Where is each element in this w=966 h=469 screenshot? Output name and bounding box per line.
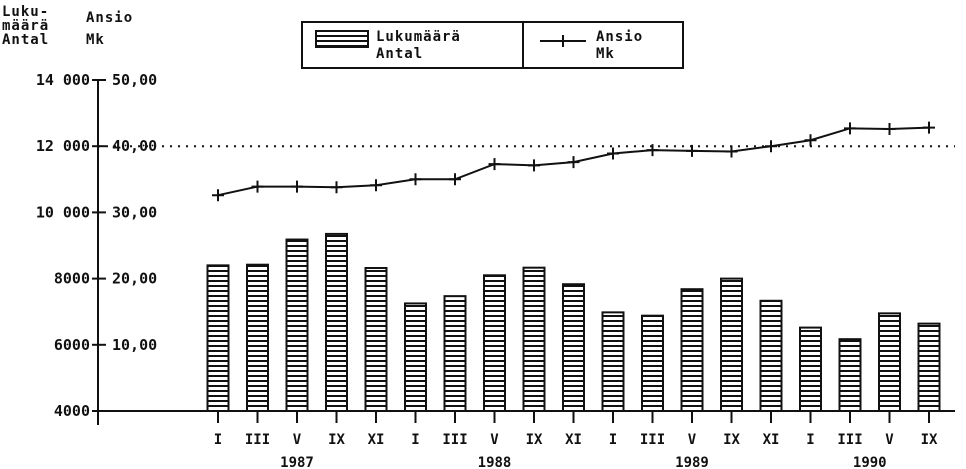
- year-label-2: 1989: [675, 455, 709, 469]
- left-tick-label-1: 6000: [54, 336, 90, 354]
- bar-4: [364, 267, 388, 412]
- x-tick-label-15: I: [806, 432, 814, 448]
- legend-bars-label-line1: Lukumäärä: [376, 29, 461, 45]
- bar-17: [878, 312, 901, 413]
- ansio-point-10: [607, 147, 619, 160]
- bar-9: [562, 283, 585, 412]
- ansio-point-13: [725, 145, 738, 158]
- x-tick-label-4: XI: [368, 432, 385, 448]
- ansio-point-0: [212, 189, 224, 202]
- bar-7: [483, 274, 506, 413]
- bar-2: [285, 238, 309, 412]
- x-tick-label-13: IX: [723, 432, 740, 448]
- ansio-point-12: [686, 144, 698, 157]
- year-label-0: 1987: [280, 455, 314, 469]
- left-axis-title-line3: Antal: [2, 32, 49, 48]
- ansio-point-3: [330, 181, 343, 194]
- bar-18: [917, 322, 941, 412]
- ansio-point-17: [883, 122, 896, 135]
- legend-bar-swatch: [315, 30, 369, 48]
- legend: Lukumäärä Antal Ansio Mk: [301, 21, 684, 69]
- ansio-point-18: [923, 121, 935, 134]
- x-tick-label-0: I: [214, 432, 222, 448]
- right-tick-label-2: 30,00: [112, 203, 157, 221]
- legend-line-swatch: [540, 35, 586, 47]
- ansio-point-2: [291, 180, 303, 193]
- bar-13: [720, 277, 743, 412]
- bar-8: [522, 266, 546, 412]
- bar-11: [641, 314, 664, 412]
- bar-1: [246, 263, 269, 412]
- left-axis-title-line2: määrä: [2, 18, 49, 34]
- bar-5: [404, 302, 427, 412]
- right-axis-title-line2: Mk: [86, 32, 105, 48]
- left-tick-label-3: 10 000: [36, 203, 90, 221]
- ansio-point-7: [488, 158, 501, 171]
- x-tick-label-2: V: [293, 432, 302, 448]
- year-label-3: 1990: [853, 455, 887, 469]
- bar-6: [443, 295, 467, 413]
- x-tick-label-8: IX: [526, 432, 543, 448]
- bar-15: [799, 326, 822, 413]
- x-tick-label-17: V: [885, 432, 894, 448]
- bar-12: [680, 288, 704, 412]
- x-tick-label-1: III: [245, 432, 270, 448]
- x-tick-label-10: I: [609, 432, 617, 448]
- legend-line-label-line2: Mk: [596, 46, 615, 62]
- ansio-point-1: [251, 180, 264, 193]
- x-tick-label-14: XI: [763, 432, 780, 448]
- year-label-1: 1988: [478, 455, 512, 469]
- x-tick-label-12: V: [688, 432, 697, 448]
- bar-0: [206, 264, 230, 412]
- bar-14: [759, 299, 783, 413]
- ansio-point-6: [449, 173, 461, 186]
- ansio-point-4: [370, 179, 382, 192]
- left-axis-title-line1: Luku-: [2, 4, 49, 20]
- bar-16: [838, 338, 862, 413]
- ansio-point-15: [804, 134, 817, 147]
- ansio-point-5: [409, 173, 422, 186]
- x-tick-label-5: I: [411, 432, 419, 448]
- x-tick-label-16: III: [837, 432, 862, 448]
- x-tick-label-11: III: [640, 432, 665, 448]
- left-tick-label-0: 4000: [54, 402, 90, 420]
- legend-bars-label-line2: Antal: [376, 46, 423, 62]
- x-tick-label-18: IX: [921, 432, 938, 448]
- right-axis-title-line1: Ansio: [86, 10, 133, 26]
- x-tick-label-3: IX: [328, 432, 345, 448]
- bar-10: [601, 311, 625, 412]
- legend-box: [301, 21, 684, 69]
- left-tick-label-2: 8000: [54, 270, 90, 288]
- right-tick-label-3: 40,00: [112, 137, 157, 155]
- left-tick-label-4: 12 000: [36, 137, 90, 155]
- ansio-point-9: [567, 156, 580, 169]
- ansio-point-14: [765, 140, 777, 153]
- right-tick-label-4: 50,00: [112, 71, 157, 89]
- right-tick-label-1: 20,00: [112, 270, 157, 288]
- legend-line-label-line1: Ansio: [596, 29, 643, 45]
- bar-3: [325, 232, 348, 412]
- x-tick-label-7: V: [490, 432, 499, 448]
- ansio-point-16: [844, 122, 856, 135]
- left-tick-label-5: 14 000: [36, 71, 90, 89]
- ansio-point-8: [528, 159, 540, 172]
- right-tick-label-0: 10,00: [112, 336, 157, 354]
- ansio-point-11: [646, 144, 659, 157]
- x-tick-label-6: III: [442, 432, 467, 448]
- x-tick-label-9: XI: [565, 432, 582, 448]
